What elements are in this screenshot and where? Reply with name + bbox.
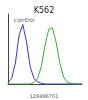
svg-text:control: control [14,16,35,23]
svg-text:K562: K562 [34,6,55,15]
svg-text:128486701: 128486701 [30,93,59,99]
